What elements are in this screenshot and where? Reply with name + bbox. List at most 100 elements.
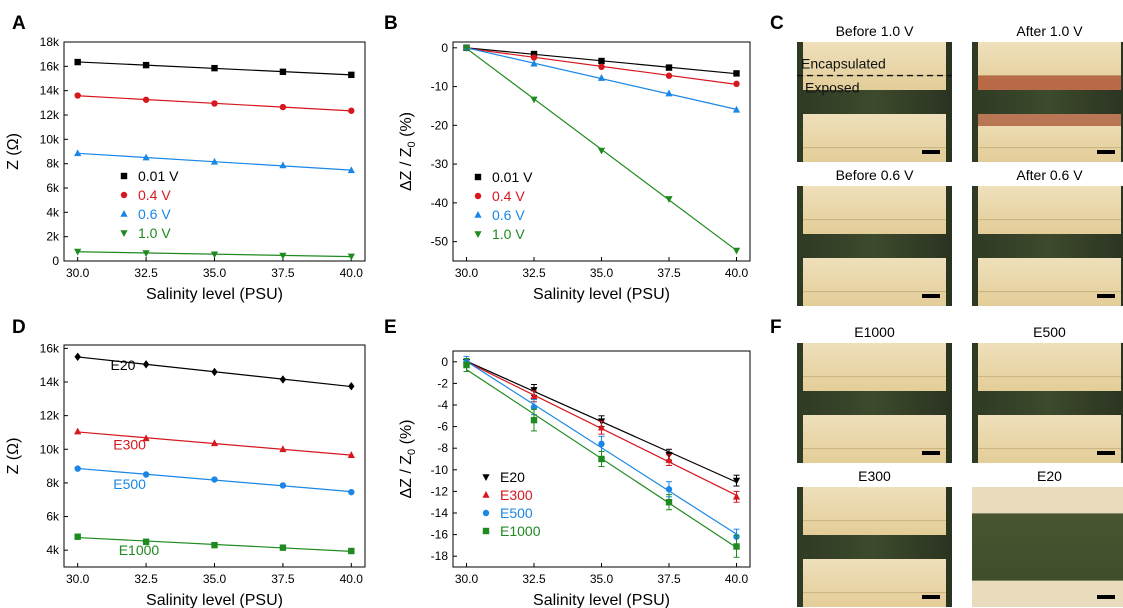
x-tick-label: 37.5 bbox=[271, 572, 295, 586]
data-point bbox=[210, 439, 219, 447]
x-tick-label: 35.0 bbox=[203, 572, 227, 586]
micrograph bbox=[972, 42, 1123, 162]
data-point bbox=[598, 440, 605, 448]
data-point bbox=[665, 72, 673, 79]
data-point bbox=[347, 166, 355, 174]
micrograph bbox=[797, 487, 952, 607]
photo-title: E20 bbox=[1037, 468, 1062, 484]
photo-title: After 1.0 V bbox=[1016, 23, 1083, 39]
data-point bbox=[74, 149, 82, 157]
y-axis-label: ΔZ / Z0 (%) bbox=[398, 419, 418, 498]
electrode-strip bbox=[803, 186, 946, 234]
legend-label: E20 bbox=[500, 469, 525, 485]
data-point bbox=[211, 64, 218, 72]
data-point bbox=[279, 252, 287, 260]
legend-marker bbox=[474, 192, 482, 200]
plot-frame bbox=[63, 344, 366, 568]
electrode-strip bbox=[803, 415, 946, 463]
scale-bar bbox=[1097, 150, 1115, 154]
y-tick-label: -6 bbox=[437, 420, 448, 434]
x-tick-label: 32.5 bbox=[134, 572, 158, 586]
electrode-strip bbox=[978, 186, 1121, 234]
x-tick-label: 40.0 bbox=[725, 572, 749, 586]
y-tick-label: 0 bbox=[441, 355, 448, 369]
legend-label: 0.6 V bbox=[138, 206, 171, 222]
data-point bbox=[211, 100, 218, 107]
y-tick-label: 8k bbox=[46, 157, 60, 171]
exposed-label: Exposed bbox=[805, 79, 859, 95]
data-point bbox=[598, 57, 605, 65]
micrograph bbox=[972, 487, 1123, 607]
data-point bbox=[530, 54, 538, 61]
micrograph bbox=[797, 343, 952, 463]
chart-e: 30.0 32.5 35.0 37.5 40.0 0 -2 -4 -6 -8 -10 -12 -14 -1… bbox=[398, 350, 751, 608]
legend-label: E300 bbox=[500, 487, 533, 503]
micrograph bbox=[972, 343, 1123, 463]
electrode-strip bbox=[803, 559, 946, 607]
data-point bbox=[665, 196, 673, 203]
x-tick-label: 35.0 bbox=[590, 266, 614, 280]
data-point bbox=[210, 251, 219, 259]
x-tick-label: 30.0 bbox=[66, 266, 90, 280]
data-point bbox=[348, 547, 355, 555]
y-tick-label: -18 bbox=[431, 549, 449, 563]
data-point bbox=[733, 70, 740, 77]
data-point bbox=[530, 50, 538, 58]
y-tick-label: 10k bbox=[40, 132, 60, 146]
encapsulated-label: Encapsulated bbox=[801, 55, 886, 71]
y-tick-label: -12 bbox=[431, 484, 449, 498]
data-point bbox=[74, 352, 81, 361]
data-point bbox=[348, 71, 355, 79]
data-point bbox=[732, 477, 741, 485]
micrograph bbox=[797, 186, 952, 306]
y-tick-label: -2 bbox=[437, 376, 448, 390]
data-point bbox=[347, 451, 355, 458]
data-point bbox=[530, 96, 538, 104]
data-point bbox=[530, 392, 538, 400]
data-point bbox=[74, 248, 82, 256]
chart-d: 30.0 32.5 35.0 37.5 40.0 4k 6k 8k 10k 12k 14k 16k Sa… bbox=[5, 341, 366, 608]
legend-label: 0.01 V bbox=[138, 168, 179, 184]
x-tick-label: 30.0 bbox=[455, 266, 479, 280]
data-point bbox=[732, 247, 741, 255]
scale-bar bbox=[1097, 451, 1115, 455]
photo-grid-c: Before 1.0 V Encapsulated Exposed After 1.0… bbox=[797, 23, 1123, 306]
plot-frame bbox=[63, 41, 366, 262]
y-tick-label: 6k bbox=[46, 510, 60, 524]
scale-bar bbox=[922, 451, 940, 455]
legend-label: 0.4 V bbox=[492, 188, 525, 204]
data-point bbox=[74, 92, 81, 99]
data-point bbox=[279, 482, 287, 489]
photo-grid-f: E1000 E500 E300 E20 bbox=[797, 324, 1123, 607]
data-point bbox=[142, 360, 150, 369]
y-tick-label: 4k bbox=[46, 543, 60, 557]
y-tick-label: 2k bbox=[46, 230, 60, 244]
electrode-strip bbox=[803, 114, 946, 162]
x-tick-label: 35.0 bbox=[590, 572, 614, 586]
electrode-strip bbox=[978, 343, 1121, 391]
scale-bar bbox=[922, 294, 940, 298]
data-point bbox=[665, 64, 673, 71]
corrosion-area bbox=[978, 75, 1121, 90]
y-axis-label: ΔZ / Z0 (%) bbox=[398, 112, 418, 191]
data-point bbox=[74, 427, 82, 435]
legend-label: 1.0 V bbox=[492, 226, 525, 242]
data-point bbox=[598, 455, 605, 463]
data-point bbox=[597, 147, 606, 155]
legend-marker bbox=[482, 527, 490, 535]
y-tick-label: 4k bbox=[46, 205, 60, 219]
panel-label-d: D bbox=[12, 317, 26, 338]
data-point bbox=[348, 488, 355, 496]
electrode-strip bbox=[972, 487, 1123, 514]
y-tick-label: 14k bbox=[40, 375, 60, 389]
x-tick-label: 40.0 bbox=[725, 266, 749, 280]
data-point bbox=[74, 465, 81, 472]
data-point bbox=[142, 538, 150, 545]
y-tick-label: 14k bbox=[40, 84, 60, 98]
data-point bbox=[732, 105, 741, 113]
data-point bbox=[597, 423, 606, 431]
data-point bbox=[347, 253, 355, 261]
y-tick-label: -50 bbox=[431, 235, 449, 249]
data-point bbox=[598, 63, 605, 71]
panel-label-f: F bbox=[770, 317, 782, 338]
